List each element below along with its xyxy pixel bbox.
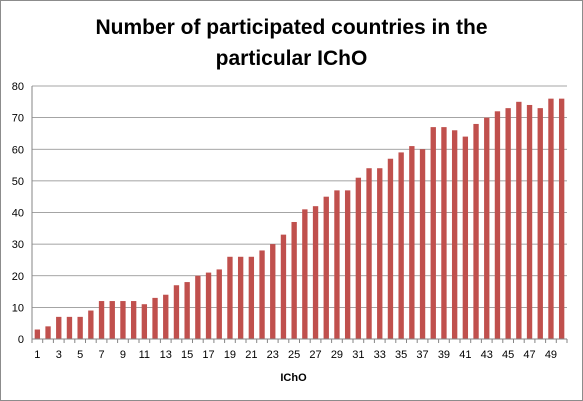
y-tick-label: 60	[12, 144, 24, 156]
bar	[387, 158, 394, 339]
x-tick-label: 25	[288, 349, 300, 361]
bar	[237, 256, 244, 339]
bar	[88, 310, 94, 339]
x-tick-label: 21	[245, 349, 257, 361]
x-tick-label: 3	[56, 349, 62, 361]
bar	[323, 196, 329, 339]
y-tick-label: 40	[12, 208, 24, 220]
bar	[152, 297, 158, 339]
bar	[548, 98, 554, 340]
bar	[441, 127, 447, 339]
x-tick-label: 47	[523, 349, 535, 361]
x-tick-label: 43	[481, 349, 493, 361]
bar	[473, 123, 479, 339]
bar	[344, 190, 351, 339]
x-tick-label: 5	[77, 349, 83, 361]
y-tick-label: 0	[18, 334, 24, 346]
y-tick-label: 70	[12, 113, 24, 125]
bar	[484, 117, 490, 339]
bar	[409, 146, 415, 339]
bar	[259, 250, 265, 339]
bar	[366, 168, 372, 339]
bar	[377, 168, 383, 339]
bar	[173, 285, 180, 339]
x-tick-label: 49	[545, 349, 557, 361]
x-tick-label: 29	[331, 349, 343, 361]
bar	[302, 209, 308, 339]
bar	[558, 98, 565, 340]
bar	[334, 190, 340, 339]
x-tick-label: 1	[34, 349, 40, 361]
bar	[526, 104, 533, 339]
x-tick-label: 27	[309, 349, 321, 361]
bar	[248, 256, 255, 339]
bars	[34, 98, 565, 340]
bar	[270, 244, 276, 339]
bar	[227, 256, 233, 339]
x-tick-label: 45	[502, 349, 514, 361]
bar	[216, 269, 222, 339]
x-tick-label: 33	[374, 349, 386, 361]
chart-title-line-1: Number of participated countries in the	[95, 16, 488, 39]
y-tick-label: 30	[12, 239, 24, 251]
chart-title-line-2: particular IChO	[215, 47, 368, 70]
bar	[291, 221, 297, 339]
bar	[505, 108, 511, 339]
bar	[141, 304, 148, 339]
chart-title: Number of participated countries in the …	[0, 12, 583, 74]
bar	[205, 272, 212, 339]
x-tick-label: 13	[160, 349, 172, 361]
x-tick-label: 37	[416, 349, 428, 361]
bar	[66, 316, 73, 339]
y-tick-label: 80	[12, 81, 24, 93]
bar	[430, 127, 436, 339]
bar	[195, 275, 201, 339]
x-tick-label: 23	[267, 349, 279, 361]
bar	[419, 149, 426, 339]
x-tick-label: 17	[202, 349, 214, 361]
bar	[355, 177, 362, 339]
y-tick-label: 50	[12, 176, 24, 188]
bar	[462, 136, 469, 339]
bar	[56, 316, 62, 339]
x-tick-label: 9	[120, 349, 126, 361]
bar	[34, 329, 41, 339]
bar	[312, 206, 319, 339]
bar	[98, 301, 105, 339]
x-tick-label: 41	[459, 349, 471, 361]
bar	[45, 326, 51, 339]
y-tick-label: 20	[12, 271, 24, 283]
x-tick-label: 39	[438, 349, 450, 361]
y-axis: 0 10 20 30 40 50 60 70 80	[12, 81, 24, 346]
bar	[494, 111, 501, 339]
bar	[109, 301, 115, 339]
bar	[184, 282, 190, 339]
bar	[120, 301, 126, 339]
bar	[280, 234, 287, 339]
x-tick-label: 11	[139, 349, 150, 361]
x-tick-label: 19	[224, 349, 236, 361]
bar	[451, 130, 458, 339]
x-tick-label: 35	[395, 349, 407, 361]
bar	[537, 108, 543, 339]
x-tick-label: 15	[181, 349, 193, 361]
x-tick-label: 7	[98, 349, 104, 361]
x-axis: 1 3 5 7 9 11 13 15 17 19 21 23 25 27 29 31 33 35 37 39 41 43 4…	[31, 86, 568, 361]
bar	[163, 294, 169, 339]
y-tick-label: 10	[12, 302, 24, 314]
bar	[130, 301, 137, 339]
bar	[77, 316, 83, 339]
bar	[516, 101, 522, 339]
x-axis-label: IChO	[280, 372, 307, 384]
x-tick-label: 31	[352, 349, 364, 361]
bar	[398, 152, 404, 339]
